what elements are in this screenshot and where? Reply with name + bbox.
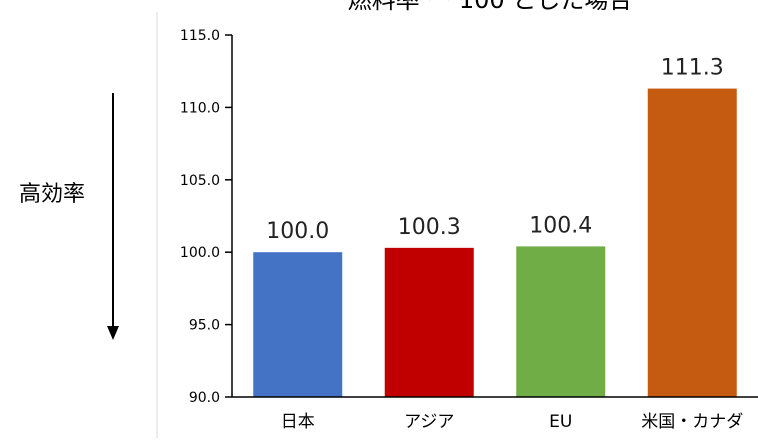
x-axis: 日本 アジア EU 米国・カナダ <box>232 396 758 432</box>
y-tick-label: 100.0 <box>180 245 220 261</box>
y-tick-label: 95.0 <box>189 318 220 334</box>
y-tick-label: 90.0 <box>189 390 220 406</box>
bar-value-label: 100.0 <box>266 219 329 244</box>
chart-title: 燃料率 ー 100 とした場合 <box>348 0 633 14</box>
y-axis: 90.0 95.0 100.0 105.0 110.0 115.0 <box>180 28 233 406</box>
x-tick-label: アジア <box>404 412 454 432</box>
x-tick-label: 日本 <box>281 412 315 432</box>
x-tick-label: EU <box>549 412 572 432</box>
bars <box>253 88 737 398</box>
bar-value-label: 100.4 <box>529 213 592 238</box>
y-tick-label: 105.0 <box>180 173 220 189</box>
bar <box>647 88 737 398</box>
efficiency-label: 高効率 <box>19 182 85 207</box>
bar <box>253 252 343 397</box>
y-tick-label: 110.0 <box>180 100 220 116</box>
efficiency-arrow-head <box>107 326 119 340</box>
bar <box>384 247 474 397</box>
y-tick-label: 115.0 <box>180 28 220 44</box>
efficiency-annotation: 高効率 <box>19 93 119 340</box>
value-labels: 100.0 100.3 100.4 111.3 <box>266 56 723 245</box>
bar-value-label: 100.3 <box>398 215 461 240</box>
x-tick-label: 米国・カナダ <box>641 412 743 432</box>
bar-value-label: 111.3 <box>661 56 724 81</box>
bar <box>516 246 606 397</box>
